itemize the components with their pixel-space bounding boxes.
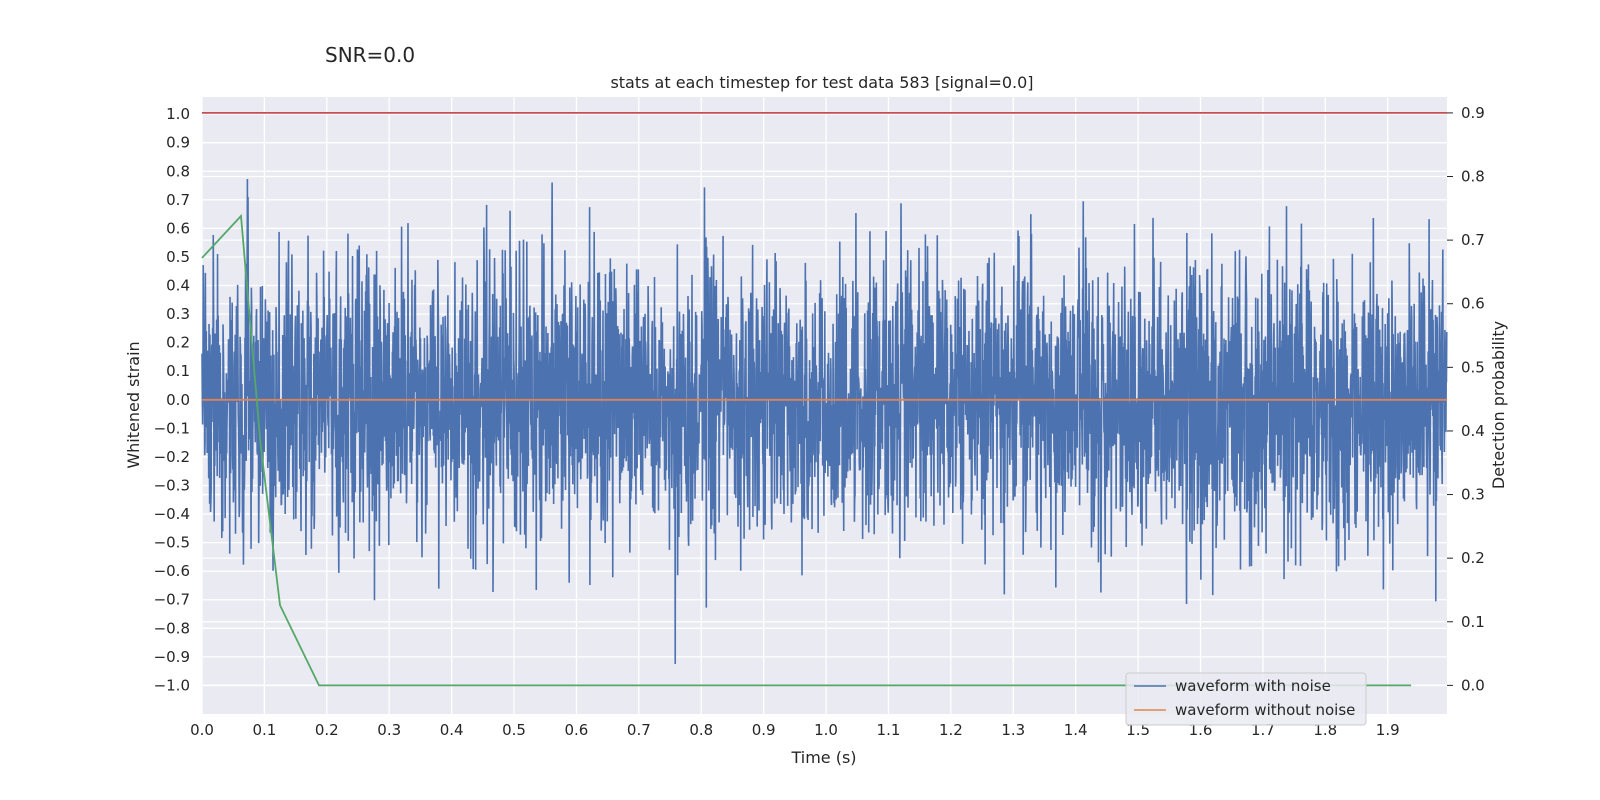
x-tick-label: 0.0 xyxy=(190,721,214,739)
x-tick-label: 1.0 xyxy=(814,721,838,739)
left-y-axis-ticks: −1.0 −0.9 −0.8 −0.7 −0.6 −0.5 −0.4 −0.3 −0.2 −0.1… xyxy=(154,105,190,694)
left-y-tick-label: −0.2 xyxy=(154,448,190,466)
chart-title: stats at each timestep for test data 583… xyxy=(610,73,1033,92)
right-y-tick-label: 0.4 xyxy=(1461,422,1485,440)
plot-lines xyxy=(201,112,1448,687)
right-y-tick-label: 0.3 xyxy=(1461,486,1485,504)
left-y-tick-label: 0.4 xyxy=(166,277,190,295)
right-y-tick-label: 0.7 xyxy=(1461,231,1485,249)
left-y-tick-label: 0.6 xyxy=(166,219,190,237)
x-tick-label: 1.3 xyxy=(1001,721,1025,739)
left-y-tick-label: 1.0 xyxy=(166,105,190,123)
right-y-tick-label: 0.9 xyxy=(1461,104,1485,122)
left-y-tick-label: 0.5 xyxy=(166,248,190,266)
right-y-tick-label: 0.8 xyxy=(1461,168,1485,186)
x-tick-label: 0.8 xyxy=(689,721,713,739)
left-y-tick-label: −0.1 xyxy=(154,419,190,437)
x-tick-label: 0.2 xyxy=(315,721,339,739)
legend-label-clean: waveform without noise xyxy=(1175,701,1355,719)
right-y-tick-label: 0.0 xyxy=(1461,676,1485,694)
x-tick-label: 0.3 xyxy=(377,721,401,739)
x-tick-label: 0.1 xyxy=(252,721,276,739)
left-y-tick-label: −1.0 xyxy=(154,676,190,694)
left-y-tick-label: 0.9 xyxy=(166,134,190,152)
right-y-tick-label: 0.2 xyxy=(1461,549,1485,567)
left-y-tick-label: −0.3 xyxy=(154,476,190,494)
legend-label-noise: waveform with noise xyxy=(1175,677,1331,695)
left-y-tick-label: 0.0 xyxy=(166,391,190,409)
x-tick-label: 0.4 xyxy=(440,721,464,739)
x-tick-label: 0.7 xyxy=(627,721,651,739)
right-y-tick-label: 0.6 xyxy=(1461,295,1485,313)
left-y-axis-label: Whitened strain xyxy=(124,341,143,468)
x-tick-label: 1.9 xyxy=(1376,721,1400,739)
x-axis-ticks: 0.0 0.1 0.2 0.3 0.4 0.5 0.6 0.7 0.8 0.9 1.0 1.1 1.2 1… xyxy=(190,721,1400,739)
x-tick-label: 1.2 xyxy=(939,721,963,739)
left-y-tick-label: 0.7 xyxy=(166,191,190,209)
left-y-tick-label: 0.3 xyxy=(166,305,190,323)
noise-waveform-line xyxy=(201,179,1448,665)
left-y-tick-label: −0.4 xyxy=(154,505,190,523)
x-tick-label: 0.9 xyxy=(752,721,776,739)
x-tick-label: 0.5 xyxy=(502,721,526,739)
x-tick-label: 1.1 xyxy=(877,721,901,739)
detection-probability-line xyxy=(201,213,1412,687)
x-tick-label: 1.4 xyxy=(1064,721,1088,739)
left-y-tick-label: −0.9 xyxy=(154,648,190,666)
left-y-tick-label: 0.8 xyxy=(166,162,190,180)
left-y-tick-label: 0.2 xyxy=(166,334,190,352)
legend: waveform with noise waveform without noi… xyxy=(1125,672,1367,726)
left-y-tick-label: −0.8 xyxy=(154,619,190,637)
left-y-tick-label: 0.1 xyxy=(166,362,190,380)
right-y-tick-label: 0.1 xyxy=(1461,613,1485,631)
left-y-tick-label: −0.6 xyxy=(154,562,190,580)
left-y-tick-label: −0.5 xyxy=(154,534,190,552)
x-tick-label: 0.6 xyxy=(565,721,589,739)
right-y-axis-ticks: 0.0 0.1 0.2 0.3 0.4 0.5 0.6 0.7 0.8 0.9 xyxy=(1447,104,1485,694)
x-axis-label: Time (s) xyxy=(790,748,856,767)
left-y-tick-label: −0.7 xyxy=(154,591,190,609)
right-y-axis-label: Detection probability xyxy=(1489,321,1508,489)
chart-suptitle: SNR=0.0 xyxy=(325,43,415,67)
legend-box xyxy=(1125,672,1367,726)
right-y-tick-label: 0.5 xyxy=(1461,358,1485,376)
